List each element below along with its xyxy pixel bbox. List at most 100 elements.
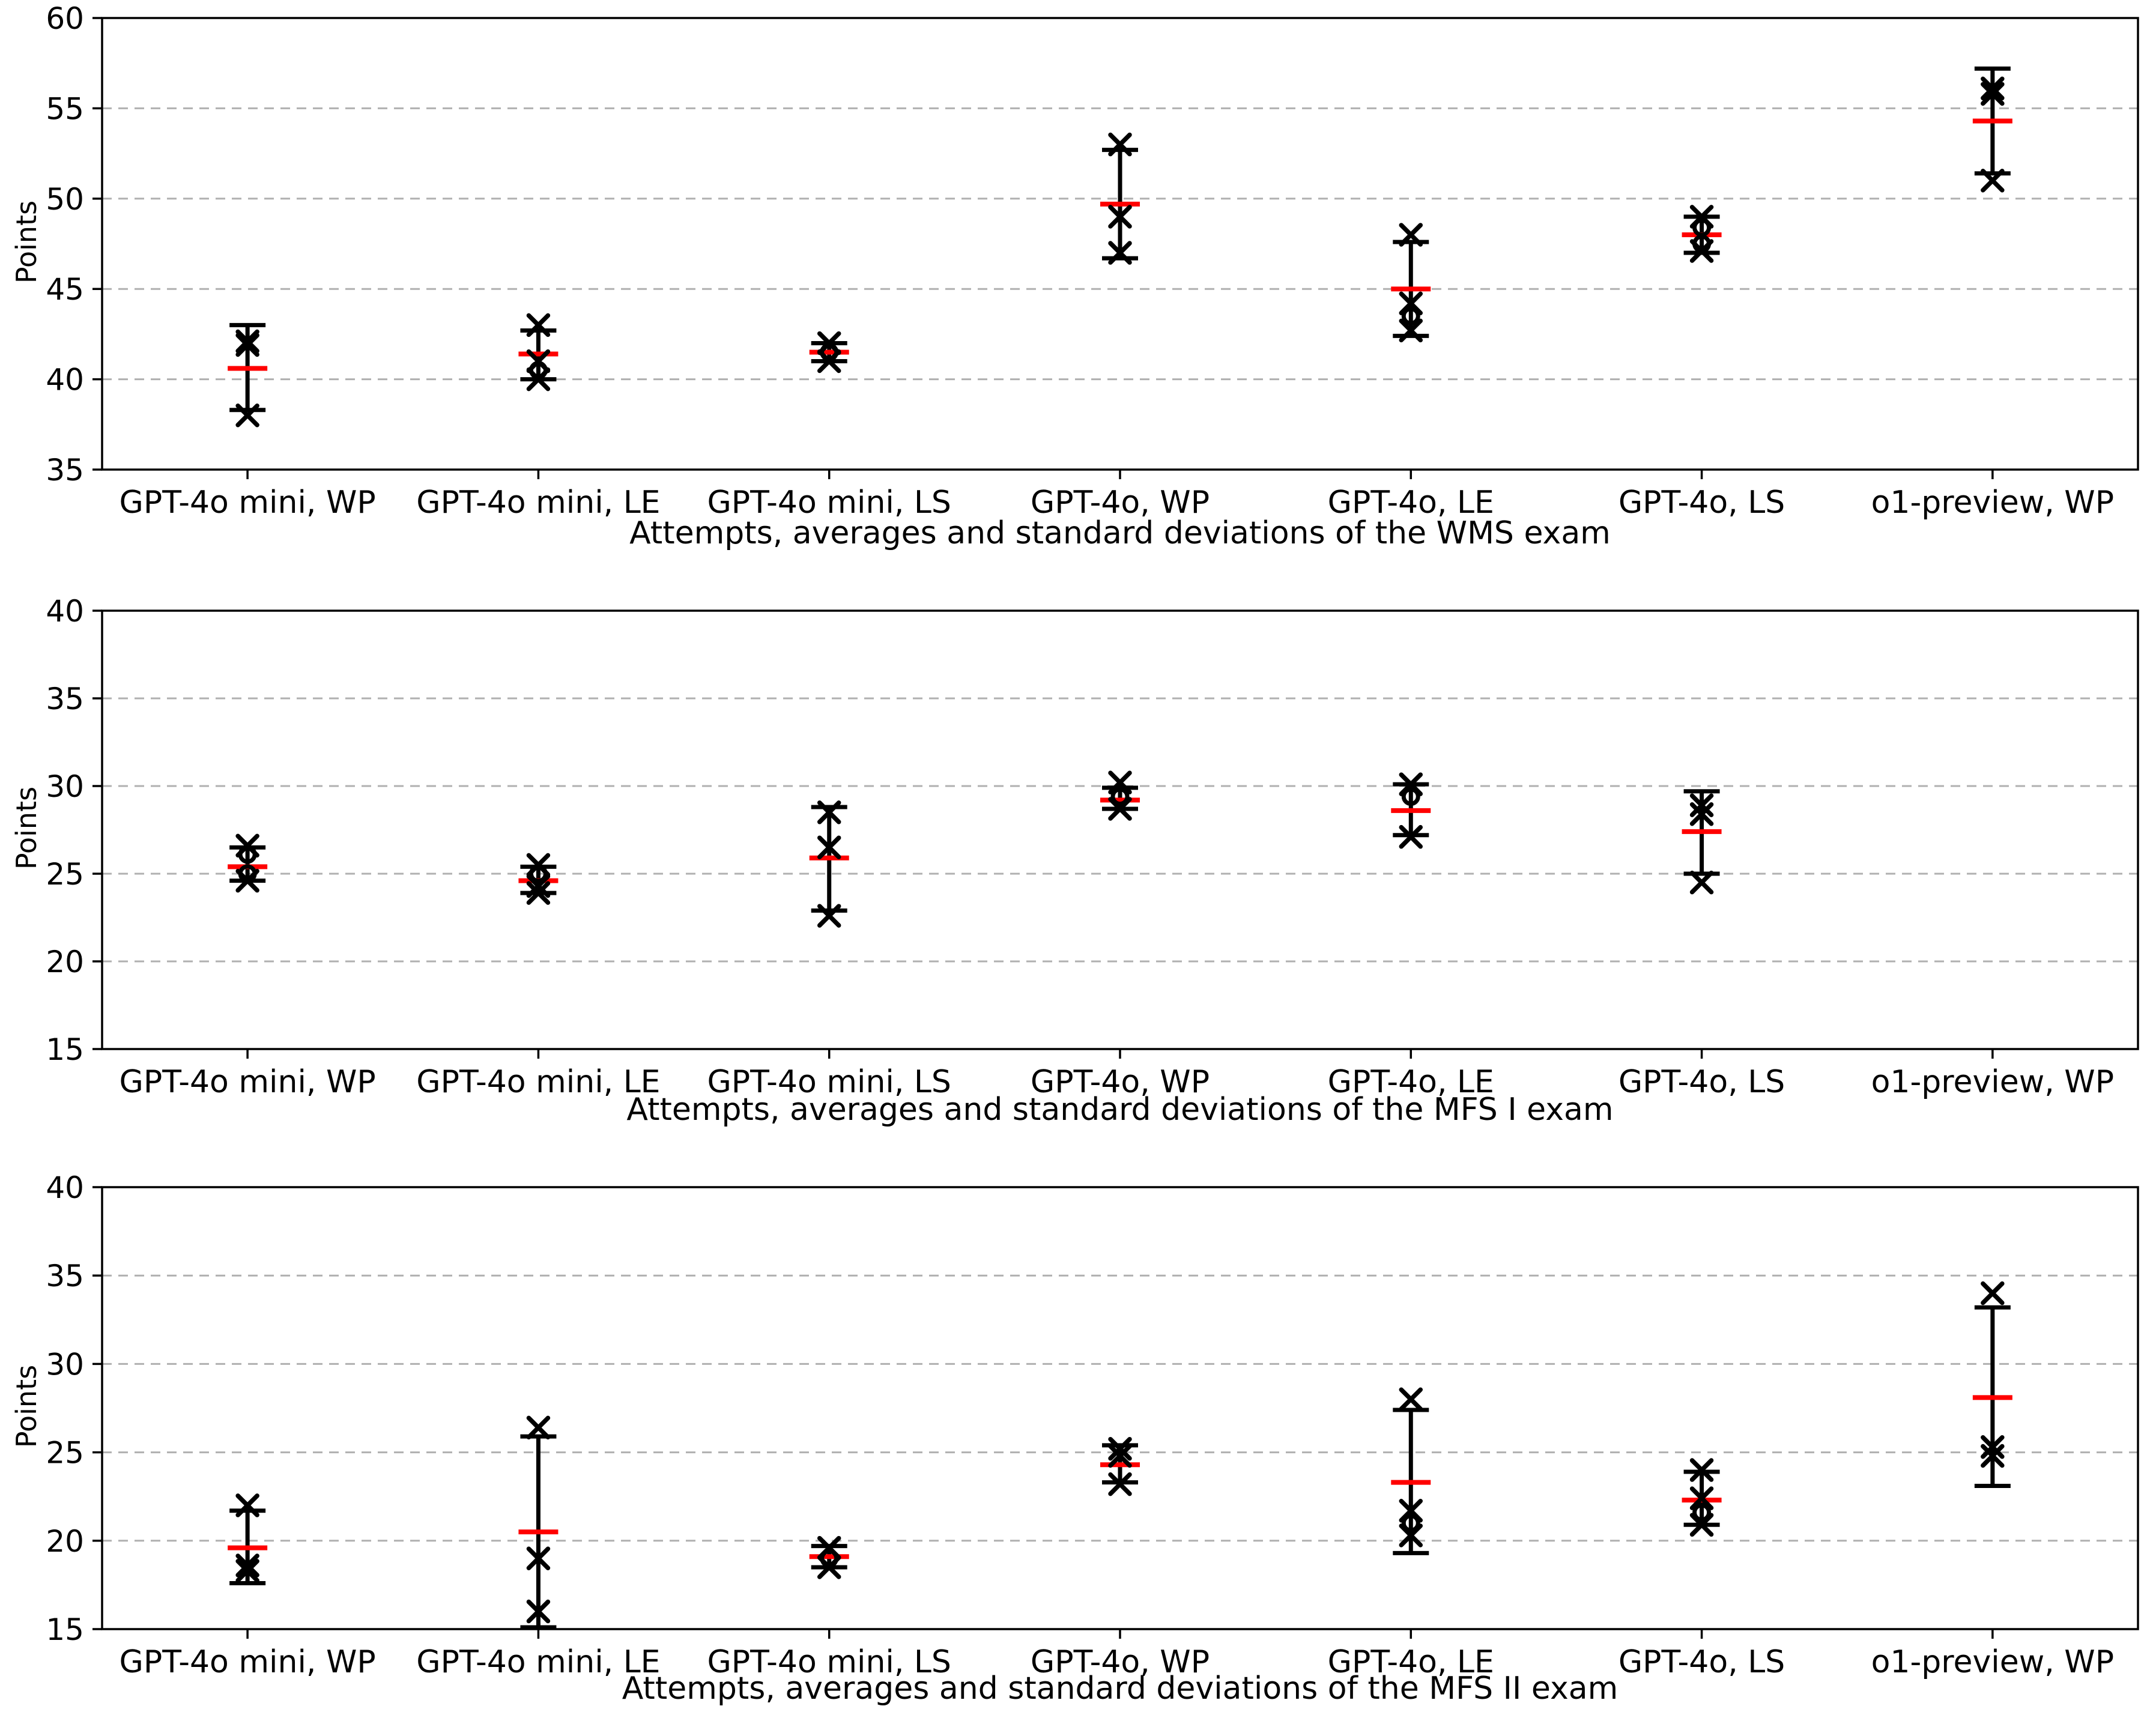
- cluster-gpt-4o-mini-le: [518, 853, 559, 905]
- x-tick-label: GPT-4o mini, LE: [416, 485, 660, 521]
- y-tick-label: 40: [46, 363, 84, 398]
- attempt-marker-x: [1108, 1472, 1132, 1496]
- x-tick-label: GPT-4o mini, LE: [416, 1644, 660, 1680]
- x-tick-label: GPT-4o mini, LS: [707, 485, 951, 521]
- attempt-marker-x: [235, 404, 259, 428]
- y-tick-label: 30: [46, 1347, 84, 1382]
- attempt-marker-x: [1689, 1458, 1714, 1482]
- attempt-marker-x: [526, 313, 551, 337]
- x-tick-label: GPT-4o mini, LS: [707, 1064, 951, 1100]
- cluster-gpt-4o-le: [1391, 223, 1431, 343]
- cluster-gpt-4o-mini-le: [518, 1415, 559, 1630]
- y-tick-label: 15: [46, 1032, 84, 1067]
- x-axis-title: Attempts, averages and standard deviatio…: [622, 1671, 1619, 1707]
- attempt-marker-x: [235, 1553, 259, 1577]
- attempt-marker-x: [526, 874, 551, 898]
- y-tick-label: 20: [46, 1524, 84, 1559]
- chart-mfs2-exam: 15 20 25 30 35 40 GPT-4o mini, WP GPT-4o mini, …: [0, 1153, 2156, 1730]
- y-tick-label: 25: [46, 1436, 84, 1471]
- attempt-marker-x: [526, 1599, 551, 1624]
- y-tick-label: 35: [46, 682, 84, 716]
- y-tick-label: 35: [46, 453, 84, 488]
- attempt-marker-x: [1399, 1523, 1423, 1547]
- attempt-marker-x: [817, 349, 841, 374]
- attempt-marker-o: [1401, 306, 1420, 325]
- y-tick-label: 30: [46, 769, 84, 804]
- attempt-marker-x: [1689, 1513, 1714, 1537]
- y-tick-label: 15: [46, 1612, 84, 1647]
- attempt-marker-x: [235, 1493, 259, 1517]
- y-axis-title: Points: [10, 1364, 43, 1448]
- x-tick-label: GPT-4o mini, WP: [120, 1644, 376, 1680]
- attempt-marker-x: [1399, 824, 1423, 849]
- attempt-marker-x: [526, 1546, 551, 1570]
- attempt-marker-x: [1981, 76, 2005, 101]
- x-tick-label: GPT-4o, LS: [1619, 1064, 1785, 1100]
- x-tick-label: GPT-4o, WP: [1031, 1064, 1210, 1100]
- attempt-marker-x: [1981, 168, 2005, 193]
- cluster-o1-preview-wp: [1972, 1281, 2012, 1489]
- y-tick-label: 40: [46, 1170, 84, 1205]
- y-tick-label: 60: [46, 1, 84, 36]
- attempt-marker-x: [526, 1415, 551, 1440]
- x-axis-title: Attempts, averages and standard deviatio…: [626, 1092, 1614, 1128]
- y-tick-label: 25: [46, 857, 84, 892]
- attempt-marker-x: [1689, 239, 1714, 263]
- attempt-marker-x: [1981, 82, 2005, 106]
- attempt-marker-x: [1689, 802, 1714, 826]
- attempt-marker-x: [1108, 205, 1132, 229]
- attempt-marker-x: [1689, 1486, 1714, 1510]
- x-tick-label: GPT-4o, WP: [1031, 1644, 1210, 1680]
- chart-canvas-wms: 35 40 45 50 55 60 GPT-4o mini, WP GPT-4o mini, …: [46, 1, 2139, 521]
- chart-mfs1-exam: 15 20 25 30 35 40 GPT-4o mini, WP GPT-4o mini, …: [0, 576, 2156, 1153]
- y-tick-label: 40: [46, 594, 84, 629]
- cluster-gpt-4o-mini-wp: [228, 322, 268, 428]
- attempt-marker-x: [817, 800, 841, 824]
- attempt-marker-x: [526, 367, 551, 392]
- attempt-marker-x: [235, 329, 259, 354]
- attempt-marker-x: [1981, 1444, 2005, 1468]
- cluster-gpt-4o-mini-wp: [228, 833, 268, 893]
- y-tick-label: 50: [46, 182, 84, 217]
- attempt-marker-x: [235, 868, 259, 893]
- attempt-marker-o: [1110, 787, 1130, 806]
- attempt-marker-x: [1108, 1444, 1132, 1468]
- cluster-gpt-4o-ls: [1682, 1458, 1722, 1537]
- x-axis-title: Attempts, averages and standard deviatio…: [629, 515, 1611, 551]
- x-tick-label: o1-preview, WP: [1871, 1644, 2114, 1680]
- attempt-marker-x: [526, 881, 551, 905]
- x-tick-label: GPT-4o, LE: [1328, 1644, 1494, 1680]
- attempt-marker-x: [1981, 1435, 2005, 1459]
- chart-wms-exam: 35 40 45 50 55 60 GPT-4o mini, WP GPT-4o mini, …: [0, 0, 2156, 576]
- attempt-marker-x: [1399, 318, 1423, 343]
- cluster-gpt-4o-mini-wp: [228, 1493, 268, 1585]
- x-tick-label: GPT-4o, WP: [1031, 485, 1210, 521]
- cluster-gpt-4o-mini-ls: [809, 331, 849, 374]
- attempt-marker-x: [1689, 793, 1714, 817]
- chart-canvas-mfs1: 15 20 25 30 35 40 GPT-4o mini, WP GPT-4o mini, …: [46, 594, 2139, 1100]
- y-tick-label: 20: [46, 945, 84, 979]
- y-tick-label: 45: [46, 272, 84, 307]
- x-tick-label: GPT-4o, LE: [1328, 485, 1494, 521]
- cluster-gpt-4o-ls: [1682, 789, 1722, 895]
- x-tick-label: GPT-4o, LS: [1619, 1644, 1785, 1680]
- attempt-marker-x: [1689, 870, 1714, 895]
- attempt-marker-x: [1108, 797, 1132, 821]
- plot-border: [101, 1186, 2139, 1630]
- attempt-marker-x: [1399, 1387, 1423, 1412]
- attempt-marker-x: [1399, 223, 1423, 247]
- x-tick-label: GPT-4o, LS: [1619, 485, 1785, 521]
- x-tick-label: GPT-4o mini, LE: [416, 1064, 660, 1100]
- x-tick-label: o1-preview, WP: [1871, 1064, 2114, 1100]
- attempt-marker-o: [1401, 787, 1420, 806]
- cluster-gpt-4o-mini-le: [518, 313, 559, 392]
- attempt-marker-x: [1108, 1436, 1132, 1461]
- attempt-marker-o: [238, 845, 257, 864]
- cluster-gpt-4o-mini-ls: [809, 800, 849, 928]
- x-tick-label: GPT-4o mini, WP: [120, 485, 376, 521]
- attempt-marker-o: [1401, 1513, 1420, 1532]
- x-tick-label: GPT-4o mini, LS: [707, 1644, 951, 1680]
- attempt-marker-x: [1981, 1281, 2005, 1305]
